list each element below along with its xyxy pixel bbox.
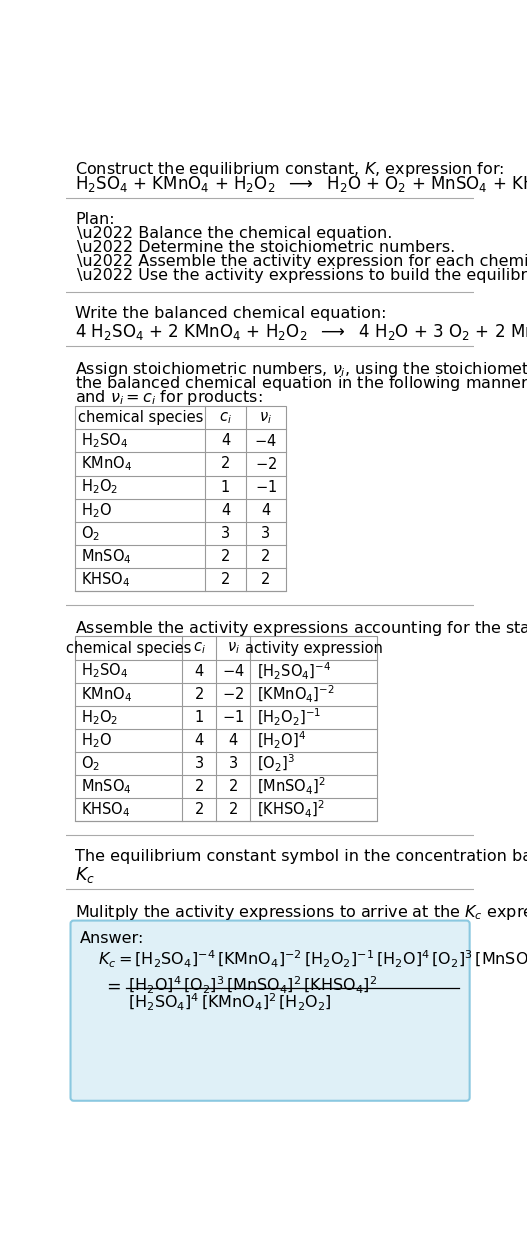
Text: $\mathrm{MnSO_4}$: $\mathrm{MnSO_4}$ bbox=[81, 546, 132, 565]
Text: $c_i$: $c_i$ bbox=[193, 640, 206, 656]
Text: $\mathrm{O_2}$: $\mathrm{O_2}$ bbox=[81, 524, 101, 543]
Text: $[\mathrm{O_2}]^{3}$: $[\mathrm{O_2}]^{3}$ bbox=[257, 753, 295, 774]
Text: $\mathrm{KMnO_4}$: $\mathrm{KMnO_4}$ bbox=[81, 684, 132, 703]
Text: 2: 2 bbox=[194, 802, 204, 817]
Text: Write the balanced chemical equation:: Write the balanced chemical equation: bbox=[75, 306, 387, 322]
Text: 3: 3 bbox=[261, 525, 270, 540]
Text: the balanced chemical equation in the following manner: $\nu_i = -c_i$ for react: the balanced chemical equation in the fo… bbox=[75, 374, 527, 392]
Text: \u2022 Balance the chemical equation.: \u2022 Balance the chemical equation. bbox=[77, 226, 392, 241]
Text: 4: 4 bbox=[194, 663, 204, 678]
Text: Mulitply the activity expressions to arrive at the $K_c$ expression:: Mulitply the activity expressions to arr… bbox=[75, 903, 527, 922]
Text: Construct the equilibrium constant, $K$, expression for:: Construct the equilibrium constant, $K$,… bbox=[75, 160, 504, 179]
Text: 3: 3 bbox=[221, 525, 230, 540]
Text: $-4$: $-4$ bbox=[255, 433, 277, 448]
Text: 2: 2 bbox=[261, 573, 270, 587]
Bar bbox=[75, 406, 286, 591]
Text: $\mathrm{KHSO_4}$: $\mathrm{KHSO_4}$ bbox=[81, 570, 131, 589]
Text: $\mathrm{O_2}$: $\mathrm{O_2}$ bbox=[81, 754, 101, 773]
Text: $K_c$: $K_c$ bbox=[75, 866, 95, 886]
Text: 2: 2 bbox=[221, 549, 230, 564]
Text: Answer:: Answer: bbox=[80, 932, 144, 946]
Text: $[\mathrm{H_2O}]^{4}\,[\mathrm{O_2}]^{3}\,[\mathrm{MnSO_4}]^{2}\,[\mathrm{KHSO_4: $[\mathrm{H_2O}]^{4}\,[\mathrm{O_2}]^{3}… bbox=[128, 975, 377, 996]
Text: $[\mathrm{KMnO_4}]^{-2}$: $[\mathrm{KMnO_4}]^{-2}$ bbox=[257, 683, 334, 704]
Text: $\mathrm{KHSO_4}$: $\mathrm{KHSO_4}$ bbox=[81, 800, 131, 818]
Text: $\nu_i$: $\nu_i$ bbox=[259, 410, 272, 426]
Text: and $\nu_i = c_i$ for products:: and $\nu_i = c_i$ for products: bbox=[75, 388, 263, 406]
Text: chemical species: chemical species bbox=[77, 410, 203, 425]
Text: $K_c = [\mathrm{H_2SO_4}]^{-4}\,[\mathrm{KMnO_4}]^{-2}\,[\mathrm{H_2O_2}]^{-1}\,: $K_c = [\mathrm{H_2SO_4}]^{-4}\,[\mathrm… bbox=[99, 949, 527, 970]
Text: \u2022 Use the activity expressions to build the equilibrium constant expression: \u2022 Use the activity expressions to b… bbox=[77, 267, 527, 283]
Text: $\mathrm{H_2SO_4}$ + $\mathrm{KMnO_4}$ + $\mathrm{H_2O_2}$  $\longrightarrow$  $: $\mathrm{H_2SO_4}$ + $\mathrm{KMnO_4}$ +… bbox=[75, 174, 527, 195]
Text: Assemble the activity expressions accounting for the state of matter and $\nu_i$: Assemble the activity expressions accoun… bbox=[75, 619, 527, 637]
Text: $\mathrm{H_2SO_4}$: $\mathrm{H_2SO_4}$ bbox=[81, 431, 129, 450]
Text: $[\mathrm{KHSO_4}]^{2}$: $[\mathrm{KHSO_4}]^{2}$ bbox=[257, 799, 324, 820]
Text: 1: 1 bbox=[221, 479, 230, 494]
Text: Plan:: Plan: bbox=[75, 212, 115, 227]
Text: $-1$: $-1$ bbox=[222, 709, 245, 725]
Text: $[\mathrm{H_2O}]^{4}$: $[\mathrm{H_2O}]^{4}$ bbox=[257, 730, 306, 751]
Text: 2: 2 bbox=[221, 457, 230, 472]
Text: $\mathrm{MnSO_4}$: $\mathrm{MnSO_4}$ bbox=[81, 777, 132, 796]
Text: $[\mathrm{H_2SO_4}]^{-4}$: $[\mathrm{H_2SO_4}]^{-4}$ bbox=[257, 661, 330, 682]
Text: $\mathrm{H_2O}$: $\mathrm{H_2O}$ bbox=[81, 501, 112, 519]
Text: $c_i$: $c_i$ bbox=[219, 410, 232, 426]
Text: 4: 4 bbox=[221, 503, 230, 518]
Text: $=$: $=$ bbox=[103, 976, 121, 995]
Text: 3: 3 bbox=[194, 756, 204, 771]
Text: The equilibrium constant symbol in the concentration basis is:: The equilibrium constant symbol in the c… bbox=[75, 850, 527, 864]
Text: 4: 4 bbox=[229, 733, 238, 748]
Text: activity expression: activity expression bbox=[245, 641, 383, 656]
Text: $\nu_i$: $\nu_i$ bbox=[227, 640, 240, 656]
Text: $\mathrm{H_2O_2}$: $\mathrm{H_2O_2}$ bbox=[81, 708, 119, 727]
Text: 2: 2 bbox=[221, 573, 230, 587]
Text: $[\mathrm{H_2O_2}]^{-1}$: $[\mathrm{H_2O_2}]^{-1}$ bbox=[257, 707, 321, 728]
Text: 1: 1 bbox=[194, 709, 204, 725]
Text: $\mathrm{H_2SO_4}$: $\mathrm{H_2SO_4}$ bbox=[81, 662, 129, 681]
FancyBboxPatch shape bbox=[71, 920, 470, 1100]
Text: $-2$: $-2$ bbox=[222, 686, 245, 702]
Text: Assign stoichiometric numbers, $\nu_i$, using the stoichiometric coefficients, $: Assign stoichiometric numbers, $\nu_i$, … bbox=[75, 360, 527, 379]
Text: $-4$: $-4$ bbox=[222, 663, 245, 679]
Text: 2: 2 bbox=[229, 779, 238, 794]
Text: $\mathrm{H_2O_2}$: $\mathrm{H_2O_2}$ bbox=[81, 478, 119, 497]
Text: 4: 4 bbox=[194, 733, 204, 748]
Text: \u2022 Determine the stoichiometric numbers.: \u2022 Determine the stoichiometric numb… bbox=[77, 240, 455, 255]
Text: 4: 4 bbox=[261, 503, 270, 518]
Text: $4\ \mathrm{H_2SO_4}$ + $2\ \mathrm{KMnO_4}$ + $\mathrm{H_2O_2}$  $\longrightarr: $4\ \mathrm{H_2SO_4}$ + $2\ \mathrm{KMnO… bbox=[75, 322, 527, 343]
Text: \u2022 Assemble the activity expression for each chemical species.: \u2022 Assemble the activity expression … bbox=[77, 253, 527, 268]
Bar bbox=[75, 636, 377, 821]
Text: $[\mathrm{MnSO_4}]^{2}$: $[\mathrm{MnSO_4}]^{2}$ bbox=[257, 776, 325, 797]
Text: 2: 2 bbox=[261, 549, 270, 564]
Text: $\mathrm{H_2O}$: $\mathrm{H_2O}$ bbox=[81, 732, 112, 750]
Text: $-1$: $-1$ bbox=[255, 479, 277, 496]
Text: $-2$: $-2$ bbox=[255, 456, 277, 472]
Text: 2: 2 bbox=[194, 779, 204, 794]
Text: 2: 2 bbox=[229, 802, 238, 817]
Text: $\mathrm{KMnO_4}$: $\mathrm{KMnO_4}$ bbox=[81, 455, 132, 473]
Text: 4: 4 bbox=[221, 433, 230, 448]
Text: $[\mathrm{H_2SO_4}]^{4}\,[\mathrm{KMnO_4}]^{2}\,[\mathrm{H_2O_2}]$: $[\mathrm{H_2SO_4}]^{4}\,[\mathrm{KMnO_4… bbox=[128, 991, 331, 1012]
Text: 2: 2 bbox=[194, 687, 204, 702]
Text: chemical species: chemical species bbox=[66, 641, 191, 656]
Text: 3: 3 bbox=[229, 756, 238, 771]
